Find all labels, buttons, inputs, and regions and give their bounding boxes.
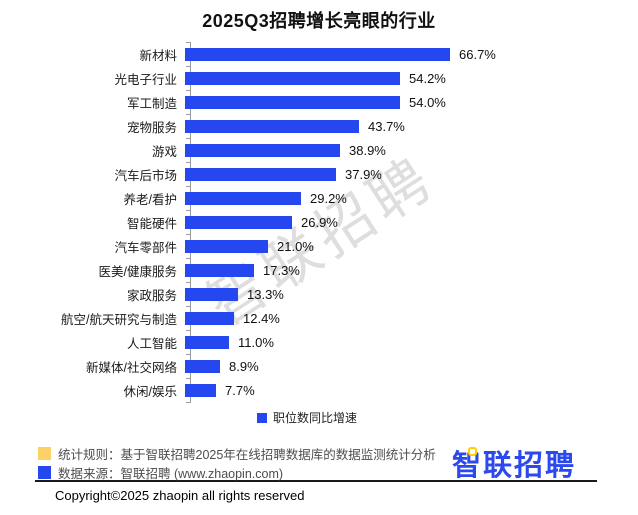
bar-chart: 新材料 66.7% 光电子行业 54.2% 军工制造 54.0% 宠物服务 43.7% 游戏 38…: [0, 42, 520, 403]
bar: [185, 47, 450, 61]
footer-divider: [35, 480, 597, 482]
value-label: 66.7%: [459, 46, 496, 62]
axis-tick: [186, 210, 191, 211]
zhaopin-logo: 智联招聘: [452, 442, 576, 484]
category-label: 航空/航天研究与制造: [61, 312, 177, 327]
footnote-text: 数据来源：智联招聘 (www.zhaopin.com): [58, 467, 284, 481]
axis-tick: [186, 42, 191, 43]
value-label: 11.0%: [238, 334, 274, 350]
bar: [185, 167, 336, 181]
category-label: 宠物服务: [126, 120, 177, 135]
bar: [185, 143, 340, 157]
value-label: 38.9%: [349, 142, 386, 158]
bar: [185, 263, 254, 277]
bar: [185, 119, 359, 133]
bar: [185, 215, 292, 229]
bar-rows: 新材料 66.7% 光电子行业 54.2% 军工制造 54.0% 宠物服务 43.7% 游戏 38…: [0, 42, 520, 402]
axis-tick: [186, 258, 191, 259]
value-label: 54.0%: [409, 94, 446, 110]
bar-row: 汽车零部件 21.0%: [0, 234, 520, 258]
bar-row: 休闲/娱乐 7.7%: [0, 378, 520, 402]
axis-tick: [186, 114, 191, 115]
bar: [185, 383, 216, 397]
axis-tick: [186, 330, 191, 331]
axis-tick: [186, 234, 191, 235]
yellow-square-icon: [38, 447, 51, 460]
category-label: 养老/看护: [123, 192, 177, 207]
axis-tick: [186, 138, 191, 139]
value-label: 13.3%: [247, 286, 284, 302]
footnote-data-source: 数据来源：智联招聘 (www.zhaopin.com): [38, 463, 283, 482]
bar: [185, 359, 220, 373]
value-label: 29.2%: [310, 190, 347, 206]
value-label: 17.3%: [263, 262, 300, 278]
axis-tick: [186, 402, 191, 403]
bar-row: 光电子行业 54.2%: [0, 66, 520, 90]
bar-row: 养老/看护 29.2%: [0, 186, 520, 210]
axis-tick: [186, 378, 191, 379]
bar-row: 游戏 38.9%: [0, 138, 520, 162]
bar-row: 汽车后市场 37.9%: [0, 162, 520, 186]
value-label: 43.7%: [368, 118, 405, 134]
category-label: 军工制造: [126, 96, 177, 111]
axis-tick: [186, 282, 191, 283]
value-label: 7.7%: [225, 382, 255, 398]
category-label: 人工智能: [126, 336, 177, 351]
category-label: 休闲/娱乐: [123, 384, 177, 399]
value-label: 54.2%: [409, 70, 446, 86]
category-label: 汽车后市场: [114, 168, 177, 183]
bar-row: 航空/航天研究与制造 12.4%: [0, 306, 520, 330]
footnote-text: 统计规则：基于智联招聘2025年在线招聘数据库的数据监测统计分析: [58, 448, 436, 462]
bar: [185, 335, 229, 349]
legend: 职位数同比增速: [257, 409, 357, 426]
value-label: 12.4%: [243, 310, 280, 326]
category-label: 光电子行业: [114, 72, 177, 87]
bar-row: 家政服务 13.3%: [0, 282, 520, 306]
bar-row: 宠物服务 43.7%: [0, 114, 520, 138]
bar-row: 军工制造 54.0%: [0, 90, 520, 114]
bar: [185, 191, 301, 205]
copyright-text: Copyright©2025 zhaopin all rights reserv…: [55, 488, 305, 503]
category-label: 智能硬件: [126, 216, 177, 231]
bar: [185, 239, 268, 253]
bar: [185, 287, 238, 301]
bar: [185, 311, 234, 325]
value-label: 21.0%: [277, 238, 314, 254]
axis-tick: [186, 354, 191, 355]
legend-swatch-icon: [257, 412, 267, 423]
blue-square-icon: [38, 466, 51, 479]
logo-yellow-accent-icon: [468, 447, 477, 456]
bar-row: 智能硬件 26.9%: [0, 210, 520, 234]
chart-title: 2025Q3招聘增长亮眼的行业: [202, 11, 436, 31]
value-label: 8.9%: [229, 358, 259, 374]
axis-tick: [186, 306, 191, 307]
bar-row: 医美/健康服务 17.3%: [0, 258, 520, 282]
category-label: 新媒体/社交网络: [86, 360, 177, 375]
bar: [185, 71, 400, 85]
axis-tick: [186, 186, 191, 187]
axis-tick: [186, 90, 191, 91]
bar-row: 新媒体/社交网络 8.9%: [0, 354, 520, 378]
bar-row: 新材料 66.7%: [0, 42, 520, 66]
axis-tick: [186, 162, 191, 163]
category-label: 汽车零部件: [114, 240, 177, 255]
axis-tick: [186, 66, 191, 67]
category-label: 医美/健康服务: [98, 264, 177, 279]
bar: [185, 95, 400, 109]
value-label: 37.9%: [345, 166, 382, 182]
value-label: 26.9%: [301, 214, 338, 230]
bar-row: 人工智能 11.0%: [0, 330, 520, 354]
category-label: 游戏: [151, 144, 177, 159]
category-label: 新材料: [139, 48, 177, 63]
category-label: 家政服务: [126, 288, 177, 303]
legend-label: 职位数同比增速: [273, 411, 358, 425]
footnote-statistics-rule: 统计规则：基于智联招聘2025年在线招聘数据库的数据监测统计分析: [38, 444, 436, 463]
